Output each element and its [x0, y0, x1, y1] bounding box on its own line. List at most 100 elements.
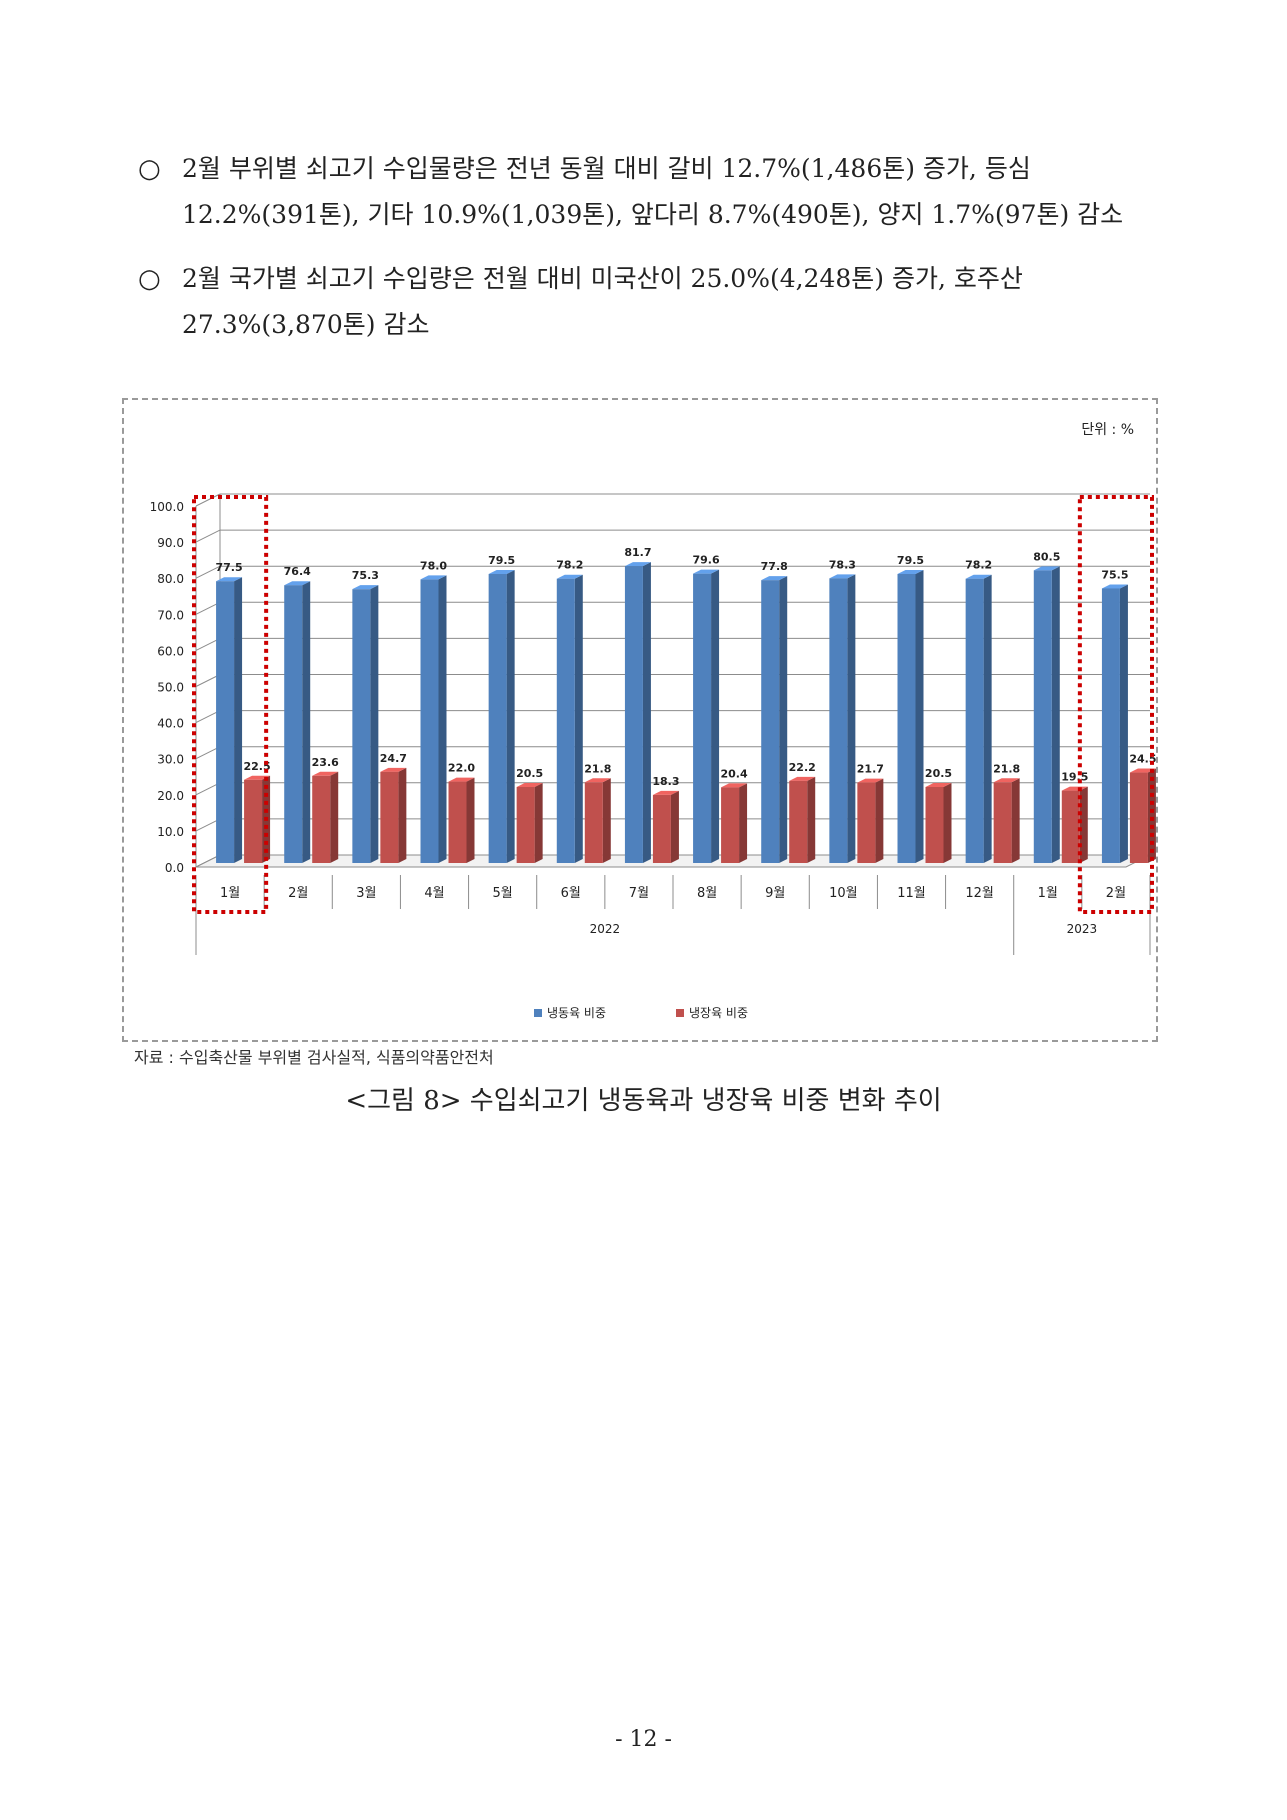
y-tick-label: 100.0 [150, 500, 184, 514]
bar-top [244, 775, 271, 780]
bar-side [1051, 566, 1060, 863]
bar-frozen [693, 573, 712, 863]
bar-top [652, 790, 679, 795]
x-tick-label: 11월 [897, 886, 926, 901]
bar-side [642, 562, 651, 863]
paragraph-line: 12.2%(391톤), 기타 10.9%(1,039톤), 앞다리 8.7%(… [182, 200, 1124, 229]
bar-chart: 0.0 10.0 20.0 30.0 40.0 50.0 60.0 70.0 80.0 90.0 1… [150, 422, 1156, 1020]
data-label: 78.2 [556, 559, 583, 572]
data-label: 77.8 [761, 560, 788, 573]
x-tick-label: 6월 [561, 886, 581, 901]
bar-top [216, 577, 243, 582]
chart-frame: 0.0 10.0 20.0 30.0 40.0 50.0 60.0 70.0 80.0 90.0 1… [122, 398, 1158, 1042]
x-tick-label: 5월 [493, 886, 513, 901]
bar-frozen [420, 579, 439, 863]
bar-side [847, 574, 856, 863]
x-tick-label: 8월 [697, 886, 717, 901]
paragraph-line: 27.3%(3,870톤) 감소 [182, 310, 430, 339]
bar-top [693, 569, 720, 574]
bar-top [761, 576, 788, 581]
bar-chilled [721, 787, 740, 863]
bar-frozen [829, 578, 848, 863]
bar-top [420, 575, 447, 580]
bar-top [284, 581, 311, 586]
x-tick-label: 2월 [288, 886, 308, 901]
bar-frozen [897, 574, 916, 863]
data-label: 22.5 [244, 760, 271, 773]
bar-chilled [652, 794, 671, 863]
data-label: 81.7 [624, 546, 651, 559]
bar-frozen [761, 580, 780, 863]
bar-frozen [556, 578, 575, 863]
paragraph-by-cut: ○ 2월 부위별 쇠고기 수입물량은 전년 동월 대비 갈비 12.7%(1,4… [138, 146, 1168, 238]
bar-frozen [1101, 588, 1120, 863]
x-tick-label: 12월 [965, 886, 994, 901]
y-tick-label: 0.0 [165, 861, 184, 875]
data-label: 20.4 [721, 767, 748, 780]
bar-top [352, 585, 379, 590]
bar-top [448, 777, 475, 782]
bar-chilled [244, 779, 263, 863]
unit-label: 단위 : % [1081, 422, 1134, 438]
bar-top [993, 778, 1020, 783]
year-label: 2022 [590, 922, 621, 936]
bar-chilled [448, 781, 467, 863]
paragraph-line: 2월 부위별 쇠고기 수입물량은 전년 동월 대비 갈비 12.7%(1,486… [182, 154, 1031, 183]
bar-side [915, 570, 924, 863]
data-label: 23.6 [312, 756, 339, 769]
bar-side [234, 577, 243, 863]
bar-frozen [1033, 570, 1052, 863]
bar-top [488, 570, 515, 575]
bar-side [466, 777, 475, 863]
bar-side [807, 776, 816, 863]
data-label: 75.3 [352, 569, 379, 582]
bar-top [789, 776, 816, 781]
data-label: 22.0 [448, 762, 475, 775]
bullet-circle: ○ [138, 264, 161, 294]
y-tick-label: 60.0 [157, 644, 184, 658]
data-label: 78.2 [965, 559, 992, 572]
data-label: 21.8 [584, 762, 611, 775]
data-label: 18.3 [652, 775, 679, 788]
paragraph-by-country: ○ 2월 국가별 쇠고기 수입량은 전월 대비 미국산이 25.0%(4,248… [138, 256, 1168, 348]
y-tick-label: 70.0 [157, 608, 184, 622]
x-tick-label: 1월 [1038, 886, 1058, 901]
bar-chilled [993, 782, 1012, 863]
data-label: 21.8 [993, 762, 1020, 775]
gridline-depth [195, 601, 221, 615]
bar-top [829, 574, 856, 579]
x-tick-label: 10월 [829, 886, 858, 901]
y-tick-label: 30.0 [157, 753, 184, 767]
bar-frozen [624, 566, 643, 863]
data-label: 78.3 [829, 558, 856, 571]
bar-side [602, 778, 611, 863]
x-tick-label: 3월 [356, 886, 376, 901]
bar-chilled [312, 775, 331, 863]
bar-chilled [857, 782, 876, 863]
bar-side [438, 575, 447, 863]
bar-chilled [516, 786, 535, 863]
bar-top [965, 574, 992, 579]
bar-chilled [1129, 772, 1148, 863]
gridline-depth [195, 710, 221, 724]
x-tick-label: 4월 [424, 886, 444, 901]
bar-side [398, 767, 407, 863]
legend-label: 냉장육 비중 [689, 1006, 748, 1020]
data-label: 79.6 [693, 554, 720, 567]
highlight-box [1077, 495, 1154, 914]
bar-side [875, 778, 884, 863]
bar-top [584, 778, 611, 783]
bar-top [380, 767, 407, 772]
bar-frozen [284, 585, 303, 863]
bar-top [897, 570, 924, 575]
y-tick-label: 10.0 [157, 825, 184, 839]
data-label: 20.5 [925, 767, 952, 780]
legend-swatch [676, 1009, 684, 1017]
bar-side [670, 790, 679, 863]
y-tick-label: 50.0 [157, 681, 184, 695]
bar-chilled [789, 780, 808, 863]
data-label: 21.7 [857, 763, 884, 776]
bar-side [983, 574, 992, 863]
bar-side [330, 771, 339, 863]
bar-frozen [352, 589, 371, 863]
